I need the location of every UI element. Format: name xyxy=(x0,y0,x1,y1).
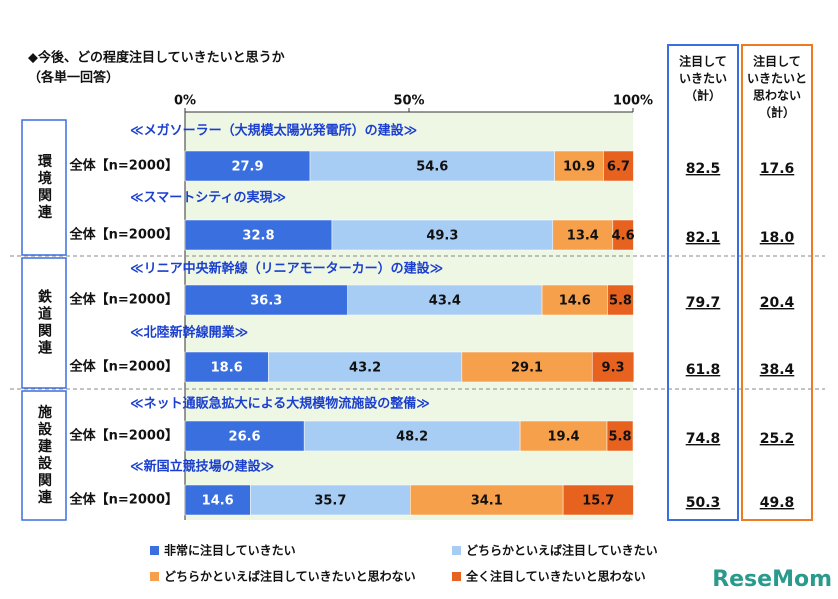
bar-segment xyxy=(591,351,635,383)
data-label: 32.8 xyxy=(242,229,274,244)
bar-segment xyxy=(184,284,348,316)
data-label: 10.9 xyxy=(563,160,595,175)
bar-segment xyxy=(331,219,554,251)
legend-swatch xyxy=(150,546,159,555)
data-label: 54.6 xyxy=(416,160,448,175)
bar-segment xyxy=(303,420,521,452)
data-label: 9.3 xyxy=(602,361,625,376)
bar-segment xyxy=(607,284,634,316)
bar-segment xyxy=(347,284,543,316)
summary-box xyxy=(741,44,813,521)
data-label: 13.4 xyxy=(567,229,599,244)
data-label: 34.1 xyxy=(471,494,503,509)
group-label: 施設建設関連 xyxy=(36,404,52,507)
x-tick-label: 100% xyxy=(613,94,653,109)
bar-segment xyxy=(184,420,305,452)
bar-segment xyxy=(309,150,555,182)
chart-title: ◆今後、どの程度注目していきたいと思うか xyxy=(28,50,285,66)
data-label: 48.2 xyxy=(396,430,428,445)
summary-header: 注目して xyxy=(679,54,727,69)
legend-swatch xyxy=(452,546,461,555)
legend-label: どちらかといえば注目していきたい xyxy=(466,543,658,558)
group-label: 環境関連 xyxy=(36,154,52,222)
summary-value: 61.8 xyxy=(686,362,721,378)
data-label: 36.3 xyxy=(250,294,282,309)
data-label: 43.4 xyxy=(429,294,461,309)
row-label: 全体【n=2000】 xyxy=(69,359,178,375)
summary-value: 17.6 xyxy=(760,161,795,177)
data-label: 43.2 xyxy=(349,361,381,376)
summary-header: （計） xyxy=(759,105,795,120)
summary-header: いきたいと xyxy=(747,72,807,86)
legend-swatch xyxy=(452,572,461,581)
bar-segment xyxy=(541,284,608,316)
data-label: 49.3 xyxy=(426,229,458,244)
group-box xyxy=(21,390,67,521)
chart-subtitle: （各単一回答） xyxy=(28,70,119,86)
item-title: ≪北陸新幹線開業≫ xyxy=(130,325,248,341)
row-label: 全体【n=2000】 xyxy=(69,492,178,508)
summary-value: 79.7 xyxy=(686,295,721,311)
summary-value: 82.1 xyxy=(686,230,721,246)
summary-box xyxy=(667,44,739,521)
bar-segment xyxy=(184,150,311,182)
data-label: 14.6 xyxy=(559,294,591,309)
bar-segment xyxy=(552,219,614,251)
legend-swatch xyxy=(150,572,159,581)
data-label: 19.4 xyxy=(548,430,580,445)
summary-value: 38.4 xyxy=(760,362,795,378)
item-title: ≪新国立競技場の建設≫ xyxy=(130,459,274,475)
data-label: 27.9 xyxy=(231,160,263,175)
data-label: 15.7 xyxy=(582,494,614,509)
bar-segment xyxy=(184,351,269,383)
row-label: 全体【n=2000】 xyxy=(69,292,178,308)
summary-value: 25.2 xyxy=(760,431,795,447)
summary-header: 思わない xyxy=(753,89,801,103)
x-tick-label: 0% xyxy=(174,94,196,109)
group-box xyxy=(21,257,67,389)
data-label: 5.8 xyxy=(608,430,631,445)
bar-segment xyxy=(603,150,634,182)
data-label: 18.6 xyxy=(211,361,243,376)
item-title: ≪ネット通販急拡大による大規模物流施設の整備≫ xyxy=(130,396,430,412)
item-title: ≪スマートシティの実現≫ xyxy=(130,190,286,206)
data-label: 29.1 xyxy=(511,361,543,376)
summary-value: 20.4 xyxy=(760,295,795,311)
group-box xyxy=(21,119,67,256)
watermark: ReseMom xyxy=(712,567,832,592)
data-label: 5.8 xyxy=(609,294,632,309)
item-title: ≪メガソーラー（大規模太陽光発電所）の建設≫ xyxy=(130,123,417,139)
bar-segment xyxy=(268,351,463,383)
row-label: 全体【n=2000】 xyxy=(69,428,178,444)
bar-segment xyxy=(606,420,634,452)
summary-value: 18.0 xyxy=(760,230,795,246)
data-label: 26.6 xyxy=(229,430,261,445)
summary-header: 注目して xyxy=(753,54,801,69)
bar-segment xyxy=(410,484,564,516)
bar-segment xyxy=(250,484,411,516)
legend-label: どちらかといえば注目していきたいと思わない xyxy=(164,569,416,584)
bar-segment xyxy=(562,484,634,516)
summary-value: 50.3 xyxy=(686,495,721,511)
bar-segment xyxy=(184,219,333,251)
data-label: 6.7 xyxy=(607,160,630,175)
legend-label: 非常に注目していきたい xyxy=(164,543,296,558)
summary-header: （計） xyxy=(685,88,721,103)
bar-segment xyxy=(461,351,593,383)
data-label: 4.6 xyxy=(612,229,635,244)
legend-label: 全く注目していきたいと思わない xyxy=(465,569,646,584)
summary-value: 49.8 xyxy=(760,495,795,511)
data-label: 14.6 xyxy=(202,494,234,509)
data-label: 35.7 xyxy=(314,494,346,509)
group-label: 鉄道関連 xyxy=(36,288,52,357)
summary-header: いきたい xyxy=(679,72,727,86)
bar-segment xyxy=(612,219,634,251)
row-label: 全体【n=2000】 xyxy=(69,158,178,174)
row-label: 全体【n=2000】 xyxy=(69,227,178,243)
summary-value: 74.8 xyxy=(686,431,721,447)
x-tick-label: 50% xyxy=(393,94,424,109)
item-title: ≪リニア中央新幹線（リニアモーターカー）の建設≫ xyxy=(130,261,443,277)
summary-value: 82.5 xyxy=(686,161,721,177)
